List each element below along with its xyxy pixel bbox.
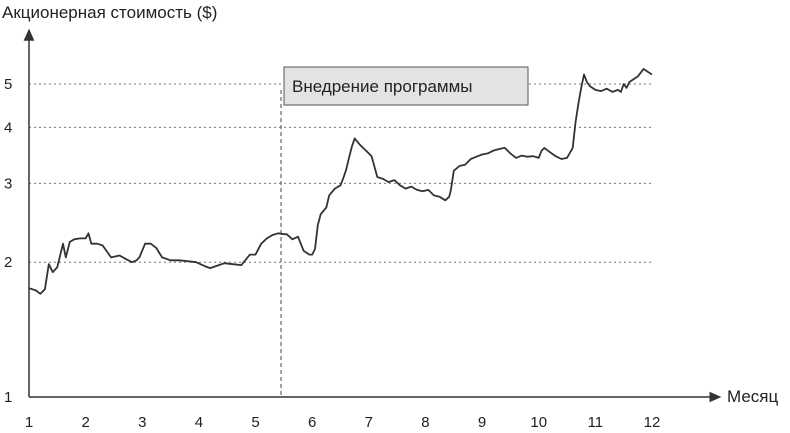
x-tick-label: 3 bbox=[138, 414, 146, 431]
x-tick-label: 5 bbox=[251, 414, 259, 431]
x-tick-label: 2 bbox=[81, 414, 89, 431]
y-tick-label: 2 bbox=[4, 254, 12, 271]
annotation-label: Внедрение программы bbox=[292, 77, 473, 96]
annotation-box bbox=[283, 66, 529, 106]
series-line bbox=[28, 68, 653, 295]
x-tick-label: 9 bbox=[478, 414, 486, 431]
gridlines bbox=[29, 83, 652, 263]
x-tick-label: 4 bbox=[195, 414, 203, 431]
x-axis-label: Месяц bbox=[727, 387, 779, 406]
x-tick-label: 1 bbox=[25, 414, 33, 431]
x-tick-labels: 1 2 3 4 5 6 7 8 9 10 11 12 bbox=[25, 414, 661, 431]
y-tick-label: 1 bbox=[4, 389, 12, 406]
x-tick-label: 11 bbox=[588, 414, 604, 431]
y-tick-label: 4 bbox=[4, 119, 12, 136]
x-tick-label: 7 bbox=[365, 414, 373, 431]
y-tick-label: 3 bbox=[4, 175, 12, 192]
x-tick-label: 12 bbox=[644, 414, 661, 431]
x-tick-label: 8 bbox=[421, 414, 429, 431]
x-tick-label: 10 bbox=[530, 414, 547, 431]
x-tick-label: 6 bbox=[308, 414, 316, 431]
y-tick-label: 5 bbox=[4, 76, 12, 93]
chart-title: Акционерная стоимость ($) bbox=[2, 3, 217, 22]
y-tick-labels: 1 2 3 4 5 bbox=[4, 76, 12, 406]
